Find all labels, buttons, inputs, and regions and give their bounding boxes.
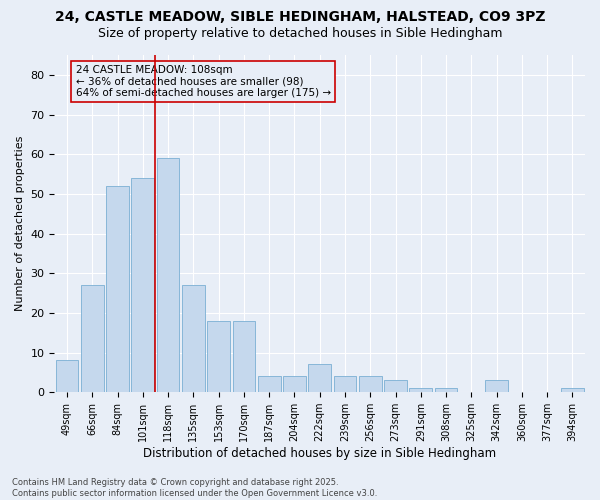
Text: 24, CASTLE MEADOW, SIBLE HEDINGHAM, HALSTEAD, CO9 3PZ: 24, CASTLE MEADOW, SIBLE HEDINGHAM, HALS… [55,10,545,24]
Bar [434,388,457,392]
Bar [334,376,356,392]
Y-axis label: Number of detached properties: Number of detached properties [15,136,25,312]
Bar [157,158,179,392]
X-axis label: Distribution of detached houses by size in Sible Hedingham: Distribution of detached houses by size … [143,447,496,460]
Bar [409,388,432,392]
Bar [106,186,129,392]
Text: 24 CASTLE MEADOW: 108sqm
← 36% of detached houses are smaller (98)
64% of semi-d: 24 CASTLE MEADOW: 108sqm ← 36% of detach… [76,65,331,98]
Bar [131,178,154,392]
Bar [485,380,508,392]
Bar [308,364,331,392]
Bar [258,376,281,392]
Bar [233,321,255,392]
Bar [384,380,407,392]
Text: Contains HM Land Registry data © Crown copyright and database right 2025.
Contai: Contains HM Land Registry data © Crown c… [12,478,377,498]
Bar [182,285,205,392]
Bar [81,285,104,392]
Bar [561,388,584,392]
Bar [56,360,79,392]
Text: Size of property relative to detached houses in Sible Hedingham: Size of property relative to detached ho… [98,28,502,40]
Bar [283,376,306,392]
Bar [207,321,230,392]
Bar [359,376,382,392]
